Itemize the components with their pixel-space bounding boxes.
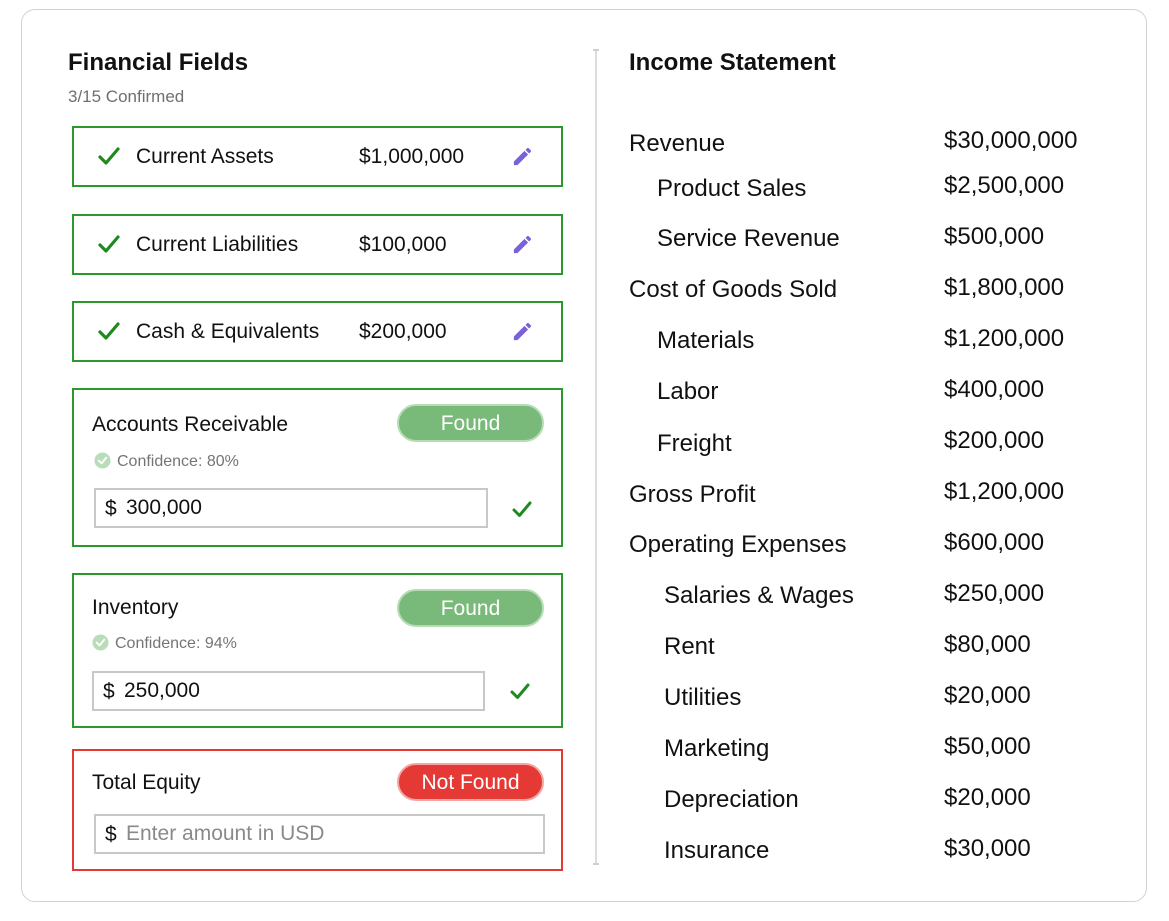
- line-value-insurance: $30,000: [944, 835, 1031, 862]
- check-circle-icon: [94, 452, 111, 469]
- line-value-revenue: $30,000,000: [944, 127, 1078, 154]
- line-label-rent: Rent: [664, 633, 715, 660]
- confidence-indicator: Confidence: 94%: [92, 634, 237, 653]
- currency-symbol: $: [103, 680, 115, 703]
- line-label-labor: Labor: [657, 378, 719, 405]
- line-value-product-sales: $2,500,000: [944, 172, 1065, 199]
- field-row-current-assets: Current Assets $1,000,000: [72, 126, 563, 187]
- line-label-materials: Materials: [657, 327, 755, 354]
- line-value-operating-expenses: $600,000: [944, 529, 1045, 556]
- field-amount: $200,000: [359, 320, 447, 343]
- line-value-salaries: $250,000: [944, 580, 1045, 607]
- check-icon: [98, 235, 120, 253]
- confidence-indicator: Confidence: 80%: [94, 452, 239, 471]
- amount-input[interactable]: [126, 820, 466, 848]
- income-statement-title: Income Statement: [629, 49, 836, 76]
- field-label: Inventory: [92, 596, 179, 619]
- line-label-operating-expenses: Operating Expenses: [629, 531, 847, 558]
- main-card: [21, 9, 1147, 902]
- line-label-service-revenue: Service Revenue: [657, 225, 840, 252]
- field-label: Total Equity: [92, 771, 201, 794]
- pencil-icon[interactable]: [511, 233, 534, 256]
- check-circle-icon: [92, 634, 109, 651]
- field-label: Current Liabilities: [136, 233, 299, 256]
- line-label-depreciation: Depreciation: [664, 786, 799, 813]
- field-card-total-equity: Total Equity Not Found $: [72, 749, 563, 871]
- field-card-accounts-receivable: Accounts Receivable Found Confidence: 80…: [72, 388, 563, 547]
- line-label-revenue: Revenue: [629, 130, 726, 157]
- field-label: Current Assets: [136, 145, 274, 168]
- line-value-materials: $1,200,000: [944, 325, 1065, 352]
- panel-divider: [593, 49, 599, 865]
- field-amount: $1,000,000: [359, 145, 465, 168]
- line-value-freight: $200,000: [944, 427, 1045, 454]
- amount-field: $: [92, 671, 485, 711]
- check-icon: [98, 147, 120, 165]
- line-value-depreciation: $20,000: [944, 784, 1031, 811]
- line-value-service-revenue: $500,000: [944, 223, 1045, 250]
- line-label-cogs: Cost of Goods Sold: [629, 276, 838, 303]
- line-value-labor: $400,000: [944, 376, 1045, 403]
- line-value-utilities: $20,000: [944, 682, 1031, 709]
- amount-field: $: [94, 814, 545, 854]
- field-card-inventory: Inventory Found Confidence: 94% $: [72, 573, 563, 728]
- field-row-current-liabilities: Current Liabilities $100,000: [72, 214, 563, 275]
- currency-symbol: $: [105, 497, 117, 520]
- confidence-text: Confidence: 94%: [115, 635, 237, 652]
- check-icon[interactable]: [512, 500, 532, 518]
- line-value-rent: $80,000: [944, 631, 1031, 658]
- line-label-freight: Freight: [657, 430, 732, 457]
- field-amount: $100,000: [359, 233, 447, 256]
- line-label-insurance: Insurance: [664, 837, 770, 864]
- confidence-text: Confidence: 80%: [117, 453, 239, 470]
- line-label-salaries: Salaries & Wages: [664, 582, 854, 609]
- confirmed-count: 3/15 Confirmed: [68, 87, 185, 106]
- pencil-icon[interactable]: [511, 320, 534, 343]
- line-value-marketing: $50,000: [944, 733, 1031, 760]
- line-value-gross-profit: $1,200,000: [944, 478, 1065, 505]
- amount-input[interactable]: [126, 494, 466, 522]
- currency-symbol: $: [105, 823, 117, 846]
- status-badge-found: Found: [397, 404, 544, 442]
- amount-input[interactable]: [124, 677, 464, 705]
- financial-fields-title: Financial Fields: [68, 49, 249, 76]
- field-row-cash-equivalents: Cash & Equivalents $200,000: [72, 301, 563, 362]
- status-badge-not-found: Not Found: [397, 763, 544, 801]
- line-label-utilities: Utilities: [664, 684, 742, 711]
- check-icon[interactable]: [510, 682, 530, 700]
- amount-field: $: [94, 488, 488, 528]
- status-badge-found: Found: [397, 589, 544, 627]
- line-label-product-sales: Product Sales: [657, 175, 807, 202]
- pencil-icon[interactable]: [511, 145, 534, 168]
- line-label-marketing: Marketing: [664, 735, 770, 762]
- field-label: Cash & Equivalents: [136, 320, 320, 343]
- check-icon: [98, 322, 120, 340]
- field-label: Accounts Receivable: [92, 413, 289, 436]
- line-label-gross-profit: Gross Profit: [629, 481, 756, 508]
- line-value-cogs: $1,800,000: [944, 274, 1065, 301]
